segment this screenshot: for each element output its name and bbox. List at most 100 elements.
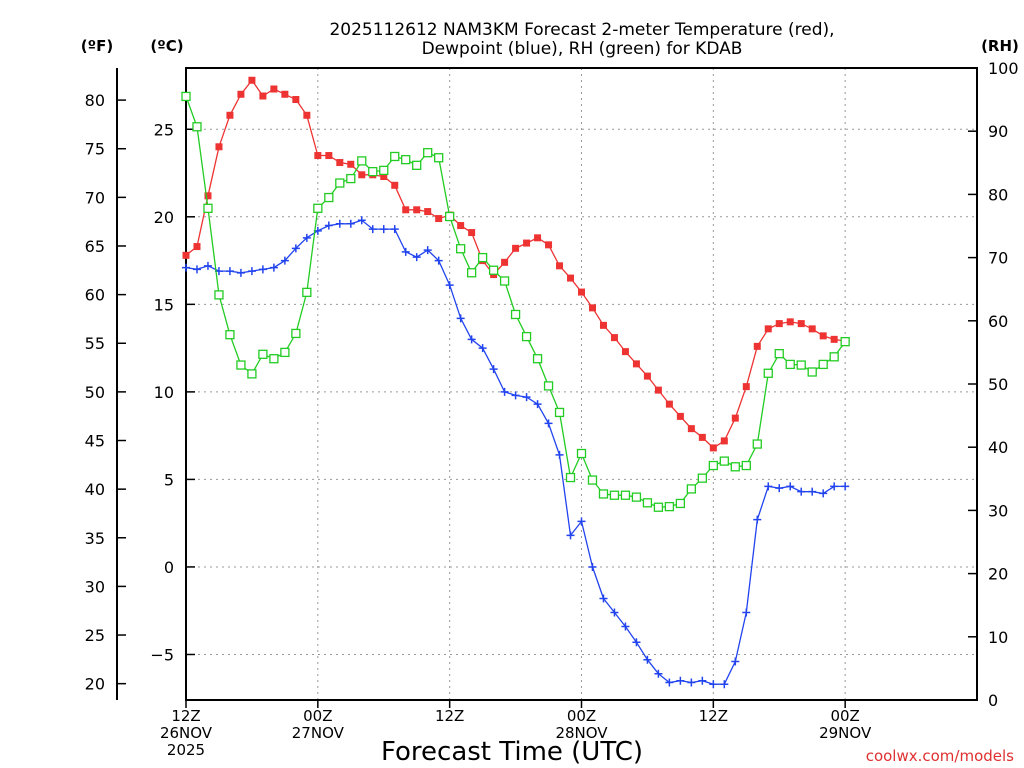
rh-tick-label: 50	[988, 375, 1008, 394]
rh-tick-label: 30	[988, 501, 1008, 520]
rh-point	[796, 360, 806, 370]
dewpoint-point	[709, 680, 718, 689]
rh-point	[291, 328, 301, 339]
temperature-point	[676, 412, 684, 420]
temperature-point	[358, 171, 366, 179]
chart-title-line2: Dewpoint (blue), RH (green) for KDAB	[422, 39, 743, 59]
x-tick-label: 00Z	[830, 707, 859, 725]
dewpoint-point	[203, 261, 212, 270]
rh-point	[368, 166, 378, 177]
rh-point	[785, 359, 795, 370]
temperature-point	[347, 160, 355, 168]
dewpoint-point	[456, 314, 465, 323]
temperature-point	[534, 234, 542, 242]
temperature-point	[599, 321, 607, 329]
fahrenheit-tick-label: 20	[85, 675, 105, 694]
rh-point	[543, 381, 554, 391]
celsius-tick-label: −5	[150, 645, 174, 664]
temperature-point	[632, 360, 640, 368]
rh-unit-label: (RH)	[981, 37, 1019, 55]
dewpoint-point	[698, 676, 707, 685]
rh-point	[214, 290, 224, 300]
rh-point	[708, 460, 718, 471]
fahrenheit-tick-label: 30	[85, 577, 105, 596]
dewpoint-point	[533, 400, 542, 409]
rh-point	[609, 490, 620, 500]
rh-point	[510, 309, 521, 320]
rh-point	[225, 330, 235, 340]
temperature-point	[325, 152, 333, 160]
temperature-point	[215, 143, 223, 151]
x-tick-label: 28NOV	[555, 724, 608, 742]
rh-point	[631, 492, 642, 502]
celsius-tick-label: 0	[164, 558, 174, 577]
dewpoint-point	[467, 335, 476, 344]
temperature-point	[808, 325, 816, 333]
dewpoint-point	[753, 515, 762, 524]
temperature-point	[204, 192, 212, 200]
dewpoint-point	[643, 655, 652, 664]
rh-point	[258, 349, 268, 359]
dewpoint-point	[720, 680, 729, 689]
fahrenheit-tick-label: 75	[85, 140, 105, 159]
dewpoint-point	[665, 678, 674, 687]
temperature-point	[512, 244, 520, 252]
temperature-point	[665, 400, 673, 408]
rh-point	[412, 160, 422, 170]
dewpoint-point	[511, 391, 520, 400]
rh-point	[192, 122, 202, 132]
temperature-point	[742, 383, 750, 391]
dewpoint-point	[841, 482, 850, 491]
celsius-tick-label: 25	[154, 120, 174, 139]
dewpoint-point	[830, 482, 839, 491]
rh-point	[642, 498, 653, 508]
x-tick-label: 27NOV	[292, 724, 345, 742]
x-tick-label: 12Z	[435, 707, 464, 725]
rh-point	[335, 178, 345, 188]
rh-point	[203, 203, 213, 213]
temperature-point	[753, 342, 761, 350]
temperature-point	[687, 425, 695, 433]
fahrenheit-tick-label: 80	[85, 91, 105, 110]
rh-point	[807, 367, 817, 377]
celsius-tick-label: 15	[154, 295, 174, 314]
dewpoint-point	[401, 247, 410, 256]
temperature-point	[819, 332, 827, 340]
rh-point	[236, 360, 246, 370]
x-tick-label: 00Z	[303, 707, 332, 725]
rh-point	[456, 244, 466, 254]
dewpoint-point	[588, 562, 597, 571]
temperature-point	[556, 262, 564, 270]
dewpoint-point	[390, 225, 399, 234]
temperature-point	[314, 152, 322, 160]
dewpoint-point	[280, 256, 289, 265]
rh-point	[829, 352, 839, 362]
dewpoint-point	[676, 676, 685, 685]
fahrenheit-tick-label: 25	[85, 626, 105, 645]
fahrenheit-unit-label: (ºF)	[81, 37, 113, 55]
dewpoint-point	[269, 263, 278, 272]
rh-point	[477, 252, 488, 263]
temperature-point	[468, 229, 476, 237]
temperature-point	[567, 274, 575, 282]
dewpoint-point	[819, 489, 828, 498]
dewpoint-point	[731, 657, 740, 666]
rh-point	[532, 354, 543, 364]
rh-point	[379, 165, 389, 176]
dewpoint-point	[291, 244, 300, 253]
dewpoint-point	[182, 263, 190, 272]
temperature-point	[578, 288, 585, 296]
dewpoint-point	[368, 225, 377, 234]
temperature-point	[292, 96, 300, 104]
dewpoint-point	[247, 267, 256, 276]
celsius-tick-label: 20	[154, 208, 174, 227]
rh-point	[598, 489, 609, 499]
rh-point	[324, 192, 334, 203]
rh-point	[840, 337, 850, 347]
temperature-point	[698, 433, 706, 441]
dewpoint-point	[379, 225, 388, 234]
rh-point	[763, 368, 773, 378]
celsius-tick-label: 5	[164, 470, 174, 489]
temperature-point	[775, 320, 783, 328]
temperature-point	[435, 215, 443, 223]
